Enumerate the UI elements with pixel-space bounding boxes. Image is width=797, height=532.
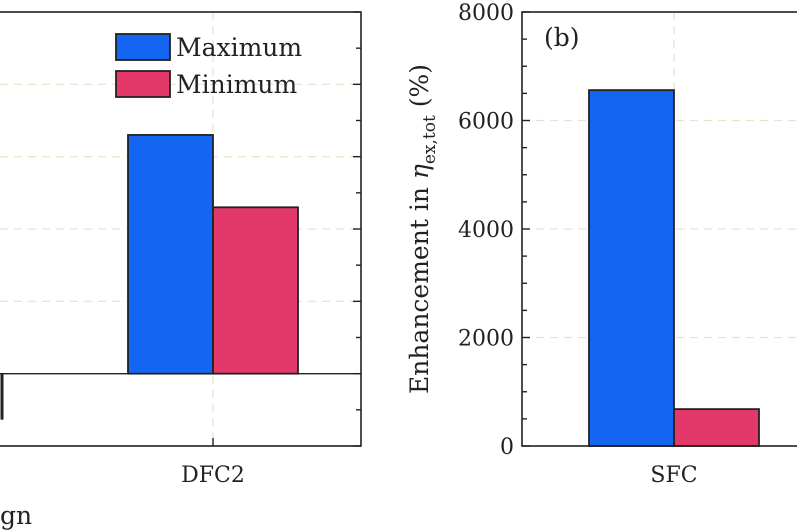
- bar-minimum-sfc: [673, 408, 760, 447]
- bar-maximum-sfc: [588, 89, 675, 447]
- bar-minimum-dfc2: [212, 206, 299, 375]
- caption-fragment: gn: [0, 501, 32, 530]
- panel-b-y-tick-labels: 0 2000 4000 6000 8000: [458, 1, 514, 460]
- panel-b-y-tick-label: 8000: [458, 1, 514, 26]
- legend: Maximum Minimum: [115, 33, 302, 99]
- panel-b-label: (b): [544, 23, 580, 52]
- y-axis-title-symbol: η: [405, 164, 434, 179]
- panel-a-bars: [127, 134, 299, 375]
- panel-a: DFC2 Maximum Minimum: [0, 11, 362, 488]
- legend-swatch-maximum: [115, 33, 171, 61]
- panel-b-y-tick-label: 6000: [458, 110, 514, 135]
- panel-b-y-tick-label: 2000: [458, 327, 514, 352]
- bar-maximum-dfc2: [127, 134, 214, 375]
- panel-b-category-label: SFC: [650, 463, 697, 488]
- panel-b: 0 2000 4000 6000 8000 SFC (b) Enhancement in…: [405, 1, 797, 488]
- y-axis-title-suffix: (%): [405, 64, 434, 115]
- legend-swatch-minimum: [115, 70, 171, 98]
- panel-b-y-axis-title: Enhancement in ηex,tot (%): [405, 64, 440, 394]
- panel-b-y-tick-label: 0: [500, 435, 514, 460]
- y-axis-title-subscript: ex,tot: [420, 115, 440, 164]
- panel-b-ticks: [522, 11, 675, 447]
- panel-b-y-tick-label: 4000: [458, 218, 514, 243]
- legend-label-minimum: Minimum: [176, 70, 297, 99]
- panel-a-category-label: DFC2: [181, 463, 245, 488]
- panel-b-bars: [588, 89, 760, 447]
- legend-label-maximum: Maximum: [176, 33, 302, 62]
- panel-a-ticks: [0, 11, 361, 447]
- y-axis-title-prefix: Enhancement in: [405, 179, 434, 394]
